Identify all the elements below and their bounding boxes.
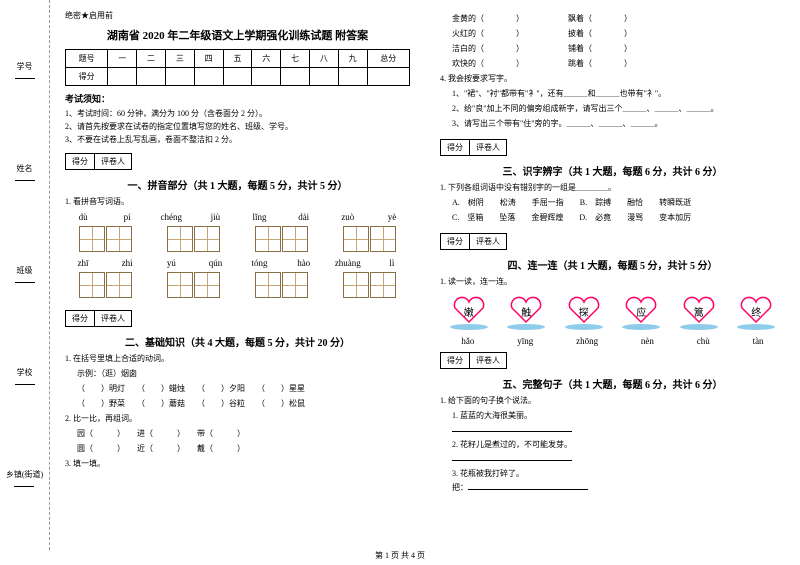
sidebar-field: 学号 bbox=[15, 61, 35, 81]
question-text: 3. 填一填。 bbox=[65, 458, 410, 470]
fill-pair: 欢快的（ ） 跳着（ ） bbox=[440, 58, 785, 70]
fill-pair: 金黄的（ ） 飘着（ ） bbox=[440, 13, 785, 25]
heart-item: 嫩 bbox=[450, 294, 488, 330]
option-line: C. 坚箱 坠落 金碧辉煌 D. 必竟 漫骂 变本加厉 bbox=[440, 212, 785, 224]
right-column: 金黄的（ ） 飘着（ ） 火红的（ ） 披着（ ） 洁白的（ ） 铺着（ ） 欢… bbox=[425, 0, 800, 550]
section-5-title: 五、完整句子（共 1 大题，每题 6 分，共计 6 分） bbox=[440, 376, 785, 391]
heart-item: 探 bbox=[565, 294, 603, 330]
question-text: 1. 在括号里填上合适的动词。 bbox=[65, 353, 410, 365]
question-text: 1. 看拼音写词语。 bbox=[65, 196, 410, 208]
sub-question: 3、请写出三个带有"住"旁的字。＿＿＿、＿＿＿、＿＿＿。 bbox=[440, 118, 785, 130]
notice-item: 3、不要在试卷上乱写乱画，卷面不整洁扣 2 分。 bbox=[65, 134, 410, 145]
section-4-title: 四、连一连（共 1 大题，每题 5 分，共计 5 分） bbox=[440, 257, 785, 272]
section-1-title: 一、拼音部分（共 1 大题，每题 5 分，共计 5 分） bbox=[65, 177, 410, 192]
notice-item: 2、请首先按要求在试卷的指定位置填写您的姓名、班级、学号。 bbox=[65, 121, 410, 132]
binding-sidebar: 学号 姓名 班级 学校 乡镇(街道) bbox=[0, 0, 50, 550]
tianzi-row bbox=[65, 226, 410, 252]
left-column: 绝密★启用前 湖南省 2020 年二年级语文上学期强化训练试题 附答案 题号一二… bbox=[50, 0, 425, 550]
score-box: 得分评卷人 bbox=[440, 352, 507, 369]
score-box: 得分评卷人 bbox=[440, 139, 507, 156]
heart-item: 触 bbox=[507, 294, 545, 330]
fill-pair: 洁白的（ ） 铺着（ ） bbox=[440, 43, 785, 55]
section-2-title: 二、基础知识（共 4 大题，每题 5 分，共计 20 分） bbox=[65, 334, 410, 349]
fill-line: （ ）野菜 （ ）蘑菇 （ ）谷粒 （ ）松鼠 bbox=[65, 398, 410, 410]
sentence-item: 3. 花瓶被我打碎了。把： bbox=[440, 468, 785, 494]
question-text: 4. 我会按要求写字。 bbox=[440, 73, 785, 85]
question-text: 1. 下列各组词语中没有错别字的一组是＿＿＿＿。 bbox=[440, 182, 785, 194]
pinyin-row: dùpíchéngjiùlǐngdàizuòyè bbox=[65, 212, 410, 222]
sentence-item: 1. 蓝蓝的大海很美丽。 bbox=[440, 410, 785, 436]
page-footer: 第 1 页 共 4 页 bbox=[0, 550, 800, 561]
sentence-item: 2. 花籽儿是煮过的，不可能发芽。 bbox=[440, 439, 785, 465]
pinyin-row: zhīzhiyúqúntónghàozhuànglì bbox=[65, 258, 410, 268]
example-text: 示例：（逛）烟囱 bbox=[65, 368, 410, 380]
fill-line: 园（ ） 进（ ） 带（ ） bbox=[65, 428, 410, 440]
score-box: 得分评卷人 bbox=[65, 310, 132, 327]
notice-item: 1、考试时间：60 分钟，满分为 100 分（含卷面分 2 分）。 bbox=[65, 108, 410, 119]
secret-label: 绝密★启用前 bbox=[65, 10, 410, 21]
sidebar-field: 学校 bbox=[15, 367, 35, 387]
sub-question: 1、"裙"、"衬"都带有"衤"，还有＿＿＿和＿＿＿也带有"衤"。 bbox=[440, 88, 785, 100]
hearts-row: 嫩 触 探 应 篙 终 bbox=[440, 294, 785, 330]
sub-question: 2、给"良"加上不同的偏旁组成新字，请写出三个＿＿＿、＿＿＿、＿＿＿。 bbox=[440, 103, 785, 115]
score-box: 得分评卷人 bbox=[65, 153, 132, 170]
fill-line: 圆（ ） 近（ ） 戴（ ） bbox=[65, 443, 410, 455]
fill-line: （ ）明灯 （ ）蜡烛 （ ）夕阳 （ ）星星 bbox=[65, 383, 410, 395]
question-text: 1. 读一读，连一连。 bbox=[440, 276, 785, 288]
pinyin-labels: hǎoyīngzhōngnènchùtàn bbox=[440, 336, 785, 346]
heart-item: 应 bbox=[622, 294, 660, 330]
score-box: 得分评卷人 bbox=[440, 233, 507, 250]
option-line: A. 树阴 松涛 手屈一指 B. 踪搏 融恰 转瞬既逝 bbox=[440, 197, 785, 209]
exam-title: 湖南省 2020 年二年级语文上学期强化训练试题 附答案 bbox=[65, 27, 410, 43]
tianzi-row bbox=[65, 272, 410, 298]
fill-pair: 火红的（ ） 披着（ ） bbox=[440, 28, 785, 40]
sidebar-field: 姓名 bbox=[15, 163, 35, 183]
sidebar-field: 乡镇(街道) bbox=[6, 469, 43, 489]
question-text: 1. 给下面的句子换个说法。 bbox=[440, 395, 785, 407]
section-3-title: 三、识字辨字（共 1 大题，每题 6 分，共计 6 分） bbox=[440, 163, 785, 178]
score-summary-table: 题号一二三四五六七八九总分 得分 bbox=[65, 49, 410, 86]
sidebar-field: 班级 bbox=[15, 265, 35, 285]
notice-head: 考试须知： bbox=[65, 92, 410, 105]
question-text: 2. 比一比，再组词。 bbox=[65, 413, 410, 425]
heart-item: 终 bbox=[737, 294, 775, 330]
heart-item: 篙 bbox=[680, 294, 718, 330]
